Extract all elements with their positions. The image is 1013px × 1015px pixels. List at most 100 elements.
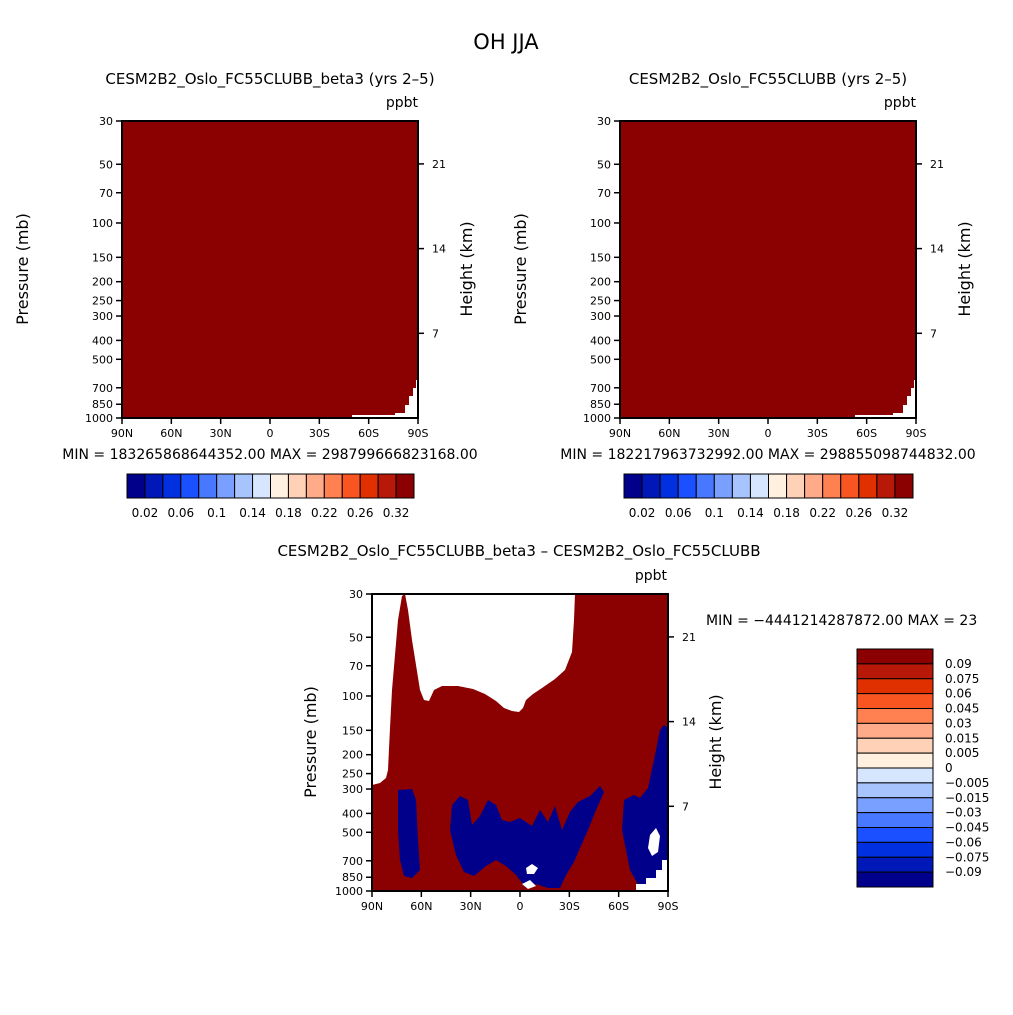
- colorbar-label: −0.09: [945, 865, 982, 879]
- colorbar-swatch: [359, 473, 379, 499]
- colorbar-label: 0.06: [945, 687, 972, 701]
- y-tick-label: 100: [342, 690, 363, 703]
- y-right-tick-label: 7: [682, 800, 689, 813]
- y-tick-label: 200: [92, 276, 113, 289]
- y-tick-label: 850: [590, 398, 611, 411]
- panel-control: CESM2B2_Oslo_FC55CLUBB (yrs 2–5) ppbt 30…: [511, 70, 976, 520]
- colorbar-swatch: [144, 473, 164, 499]
- panel-beta3-field: [122, 121, 418, 418]
- colorbar-label: 0.18: [773, 506, 800, 520]
- panel-difference-x-ticks: 90N 60N 30N 0 30S 60S 90S: [361, 891, 679, 913]
- x-tick-label: 30S: [309, 427, 330, 440]
- colorbar-swatch: [180, 473, 200, 499]
- colorbar-label: 0.14: [737, 506, 764, 520]
- colorbar-swatch: [856, 678, 934, 695]
- y-tick-label: 500: [342, 826, 363, 839]
- panel-control-title: CESM2B2_Oslo_FC55CLUBB (yrs 2–5): [629, 70, 907, 89]
- colorbar-label: 0.26: [845, 506, 872, 520]
- colorbar-swatch: [856, 693, 934, 709]
- panel-control-colorbar: 0.02 0.06 0.1 0.14 0.18 0.22 0.26 0.32: [623, 473, 914, 520]
- colorbar-swatch: [786, 473, 806, 499]
- colorbar-label: 0.09: [945, 657, 972, 671]
- x-tick-label: 90N: [609, 427, 631, 440]
- x-tick-label: 0: [517, 900, 524, 913]
- colorbar-swatch: [856, 782, 934, 799]
- y-right-tick-label: 14: [432, 243, 446, 256]
- x-tick-label: 30N: [708, 427, 730, 440]
- x-tick-label: 60S: [358, 427, 379, 440]
- y-tick-label: 250: [342, 768, 363, 781]
- colorbar-swatch: [856, 871, 934, 888]
- colorbar-swatch: [856, 663, 934, 680]
- y-tick-label: 300: [590, 310, 611, 323]
- colorbar-swatch: [731, 473, 751, 499]
- y-tick-label: 150: [590, 251, 611, 264]
- colorbar-swatch: [856, 722, 934, 739]
- y-tick-label: 1000: [85, 412, 113, 425]
- colorbar-swatch: [126, 473, 146, 499]
- y-tick-label: 50: [349, 631, 363, 644]
- y-tick-label: 1000: [583, 412, 611, 425]
- colorbar-swatch: [395, 473, 415, 499]
- panel-difference-stats: MIN = −4441214287872.00 MAX = 23: [706, 613, 977, 629]
- y-tick-label: 850: [342, 871, 363, 884]
- colorbar-swatch: [252, 473, 271, 499]
- panel-control-y-ticks-right: 21 14 7: [916, 158, 944, 340]
- y-tick-label: 500: [92, 353, 113, 366]
- colorbar-label: −0.015: [945, 791, 989, 805]
- panel-beta3-ylabel: Pressure (mb): [13, 213, 32, 325]
- colorbar-swatch: [287, 473, 307, 499]
- x-tick-label: 90S: [906, 427, 927, 440]
- panel-difference: CESM2B2_Oslo_FC55CLUBB_beta3 – CESM2B2_O…: [277, 542, 989, 913]
- y-tick-label: 150: [342, 724, 363, 737]
- colorbar-swatch: [377, 473, 397, 499]
- colorbar-swatch: [856, 797, 934, 814]
- y-right-tick-label: 14: [930, 243, 944, 256]
- panel-difference-y-ticks-right: 21 14 7: [668, 631, 696, 813]
- colorbar-label: 0.1: [705, 506, 724, 520]
- y-tick-label: 100: [92, 217, 113, 230]
- colorbar-label: 0.14: [239, 506, 266, 520]
- colorbar-swatch: [804, 473, 824, 499]
- colorbar-swatch: [856, 767, 934, 784]
- colorbar-swatch: [677, 473, 697, 499]
- y-tick-label: 700: [342, 855, 363, 868]
- colorbar-swatch: [856, 752, 934, 769]
- colorbar-swatch: [822, 473, 842, 499]
- panel-beta3-colorbar: 0.02 0.06 0.1 0.14 0.18 0.22 0.26 0.32: [126, 473, 415, 520]
- panel-difference-units: ppbt: [635, 568, 668, 584]
- y-tick-label: 70: [349, 660, 363, 673]
- colorbar-swatch: [270, 473, 289, 499]
- colorbar-swatch: [659, 473, 679, 499]
- y-right-tick-label: 7: [930, 327, 937, 340]
- panel-difference-ylabel-right: Height (km): [706, 694, 725, 789]
- colorbar-swatch: [341, 473, 361, 499]
- colorbar-label: 0.02: [132, 506, 159, 520]
- colorbar-label: 0.015: [945, 731, 979, 745]
- colorbar-swatch: [856, 708, 934, 724]
- x-tick-label: 90S: [658, 900, 679, 913]
- colorbar-swatch: [234, 473, 254, 499]
- x-tick-label: 30S: [559, 900, 580, 913]
- panel-difference-title: CESM2B2_Oslo_FC55CLUBB_beta3 – CESM2B2_O…: [277, 542, 760, 561]
- panel-control-surface-gap: [855, 380, 916, 418]
- y-tick-label: 100: [590, 217, 611, 230]
- colorbar-label: 0.06: [167, 506, 194, 520]
- colorbar-swatch: [162, 473, 182, 499]
- colorbar-swatch: [856, 648, 934, 665]
- colorbar-swatch: [216, 473, 236, 499]
- y-tick-label: 400: [92, 334, 113, 347]
- colorbar-swatch: [323, 473, 343, 499]
- y-tick-label: 30: [349, 588, 363, 601]
- colorbar-label: −0.045: [945, 821, 989, 835]
- y-tick-label: 200: [342, 749, 363, 762]
- panel-difference-white-hole-b: [648, 828, 660, 856]
- colorbar-label: 0.32: [383, 506, 410, 520]
- panel-beta3-units: ppbt: [386, 95, 419, 111]
- y-tick-label: 250: [590, 295, 611, 308]
- y-tick-label: 30: [99, 115, 113, 128]
- colorbar-label: −0.075: [945, 850, 989, 864]
- panel-difference-negative-blob-center: [450, 786, 604, 888]
- panel-control-stats: MIN = 182217963732992.00 MAX = 298855098…: [560, 447, 975, 463]
